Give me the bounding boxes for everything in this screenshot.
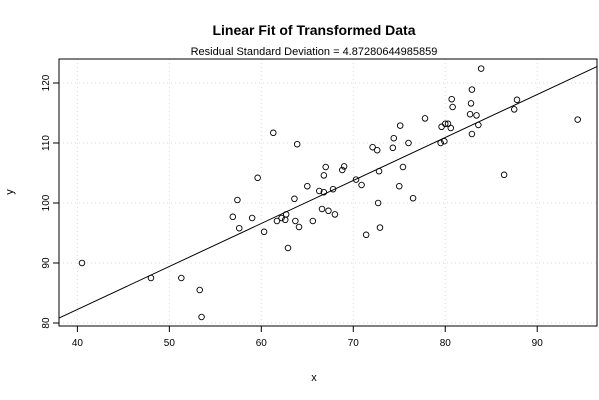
x-tick-label: 60 [256,338,268,349]
data-point [229,213,237,221]
data-point [574,116,581,123]
data-point [329,185,337,193]
data-point [282,211,290,218]
y-tick-label: 90 [41,257,52,269]
data-point [390,134,398,142]
data-point [320,188,328,196]
data-point [316,187,323,195]
data-point [405,139,412,147]
data-point [449,103,456,111]
grid-lines [59,59,597,326]
data-point [468,86,476,93]
data-point [293,140,301,148]
data-point [339,166,346,174]
x-tick-label: 40 [72,338,84,349]
axis-ticks: 40 50 60 70 80 90 80 90 100 110 120 [41,74,543,349]
data-point [270,129,277,137]
data-point [331,211,339,218]
y-tick-label: 110 [41,135,52,151]
chart-title: Linear Fit of Transformed Data [212,22,415,38]
data-point [437,139,444,147]
data-point [236,224,243,232]
data-point [441,137,448,145]
data-point [248,214,256,222]
data-point [362,231,370,239]
data-point [438,123,445,131]
data-point [358,181,365,189]
data-point [396,122,404,129]
data-point [78,259,86,267]
data-point [196,286,203,294]
x-tick-label: 80 [440,338,452,349]
data-point [198,313,205,321]
data-point [409,194,417,202]
data-point [375,167,383,175]
data-point [352,176,360,183]
data-point [234,196,241,204]
x-tick-label: 70 [348,338,360,349]
x-axis-label: x [311,372,317,384]
plot-frame [58,58,598,327]
chart-subtitle: Residual Standard Deviation = 4.87280644… [191,46,438,58]
data-point [448,95,455,103]
data-point [318,205,326,213]
data-point [340,163,348,170]
data-point [473,112,480,119]
data-points [78,65,581,321]
data-point [477,65,485,72]
data-point [254,174,261,182]
data-point [510,106,518,113]
data-point [399,163,407,171]
data-point [292,217,299,225]
data-point [260,228,268,236]
data-point [322,163,329,171]
data-point [389,144,397,152]
data-point [273,217,281,225]
y-axis-label: y [4,189,16,195]
data-point [369,143,376,151]
data-point [468,130,476,138]
fit-line-group [58,66,598,319]
data-point [500,171,508,179]
x-tick-label: 50 [164,338,176,349]
y-tick-label: 100 [41,194,52,211]
data-point [376,224,384,231]
data-point [178,274,185,282]
data-point [467,100,475,107]
data-point [291,195,298,203]
data-point [278,214,285,222]
data-point [447,124,455,132]
x-tick-label: 90 [532,338,544,349]
data-point [373,146,381,154]
data-point [284,244,292,252]
data-point [320,172,328,179]
data-point [442,120,449,128]
data-point [309,217,317,225]
data-point [513,96,521,104]
data-point [304,182,311,190]
data-point [147,274,155,282]
y-tick-label: 120 [41,74,52,91]
data-point [421,115,429,122]
data-point [374,199,382,207]
data-point [295,223,303,231]
data-point [475,121,482,129]
data-point [396,182,403,190]
data-point [325,207,332,215]
fit-line [58,66,598,319]
data-point [466,110,474,118]
y-tick-label: 80 [41,317,52,329]
